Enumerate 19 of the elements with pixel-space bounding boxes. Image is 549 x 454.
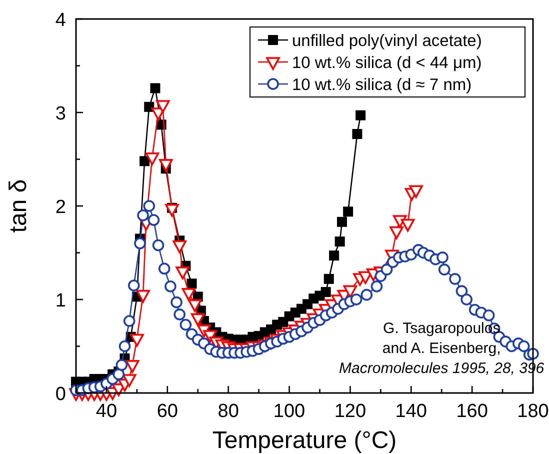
y-tick-label: 4	[55, 10, 66, 31]
legend-label: 10 wt.% silica (d ≈ 7 nm)	[292, 76, 472, 94]
x-tick-label: 140	[395, 401, 427, 422]
legend-label: 10 wt.% silica (d < 44 μm)	[292, 54, 482, 72]
x-tick-label: 120	[334, 401, 366, 422]
y-tick-label: 0	[55, 384, 66, 405]
x-tick-label: 40	[96, 401, 118, 422]
legend-label: unfilled poly(vinyl acetate)	[292, 32, 482, 50]
x-tick-label: 60	[156, 401, 178, 422]
y-tick-label: 3	[55, 104, 66, 124]
x-tick-label: 180	[517, 401, 549, 422]
y-tick-label: 2	[55, 197, 66, 218]
x-tick-label: 100	[273, 401, 306, 422]
annotation: and A. Eisenberg,	[382, 340, 501, 357]
x-tick-label: 160	[456, 401, 488, 422]
y-axis-title: tan δ	[5, 179, 32, 233]
x-axis-title: Temperature (°C)	[212, 427, 397, 454]
x-tick-label: 80	[218, 401, 239, 422]
y-tick-label: 1	[55, 290, 66, 312]
